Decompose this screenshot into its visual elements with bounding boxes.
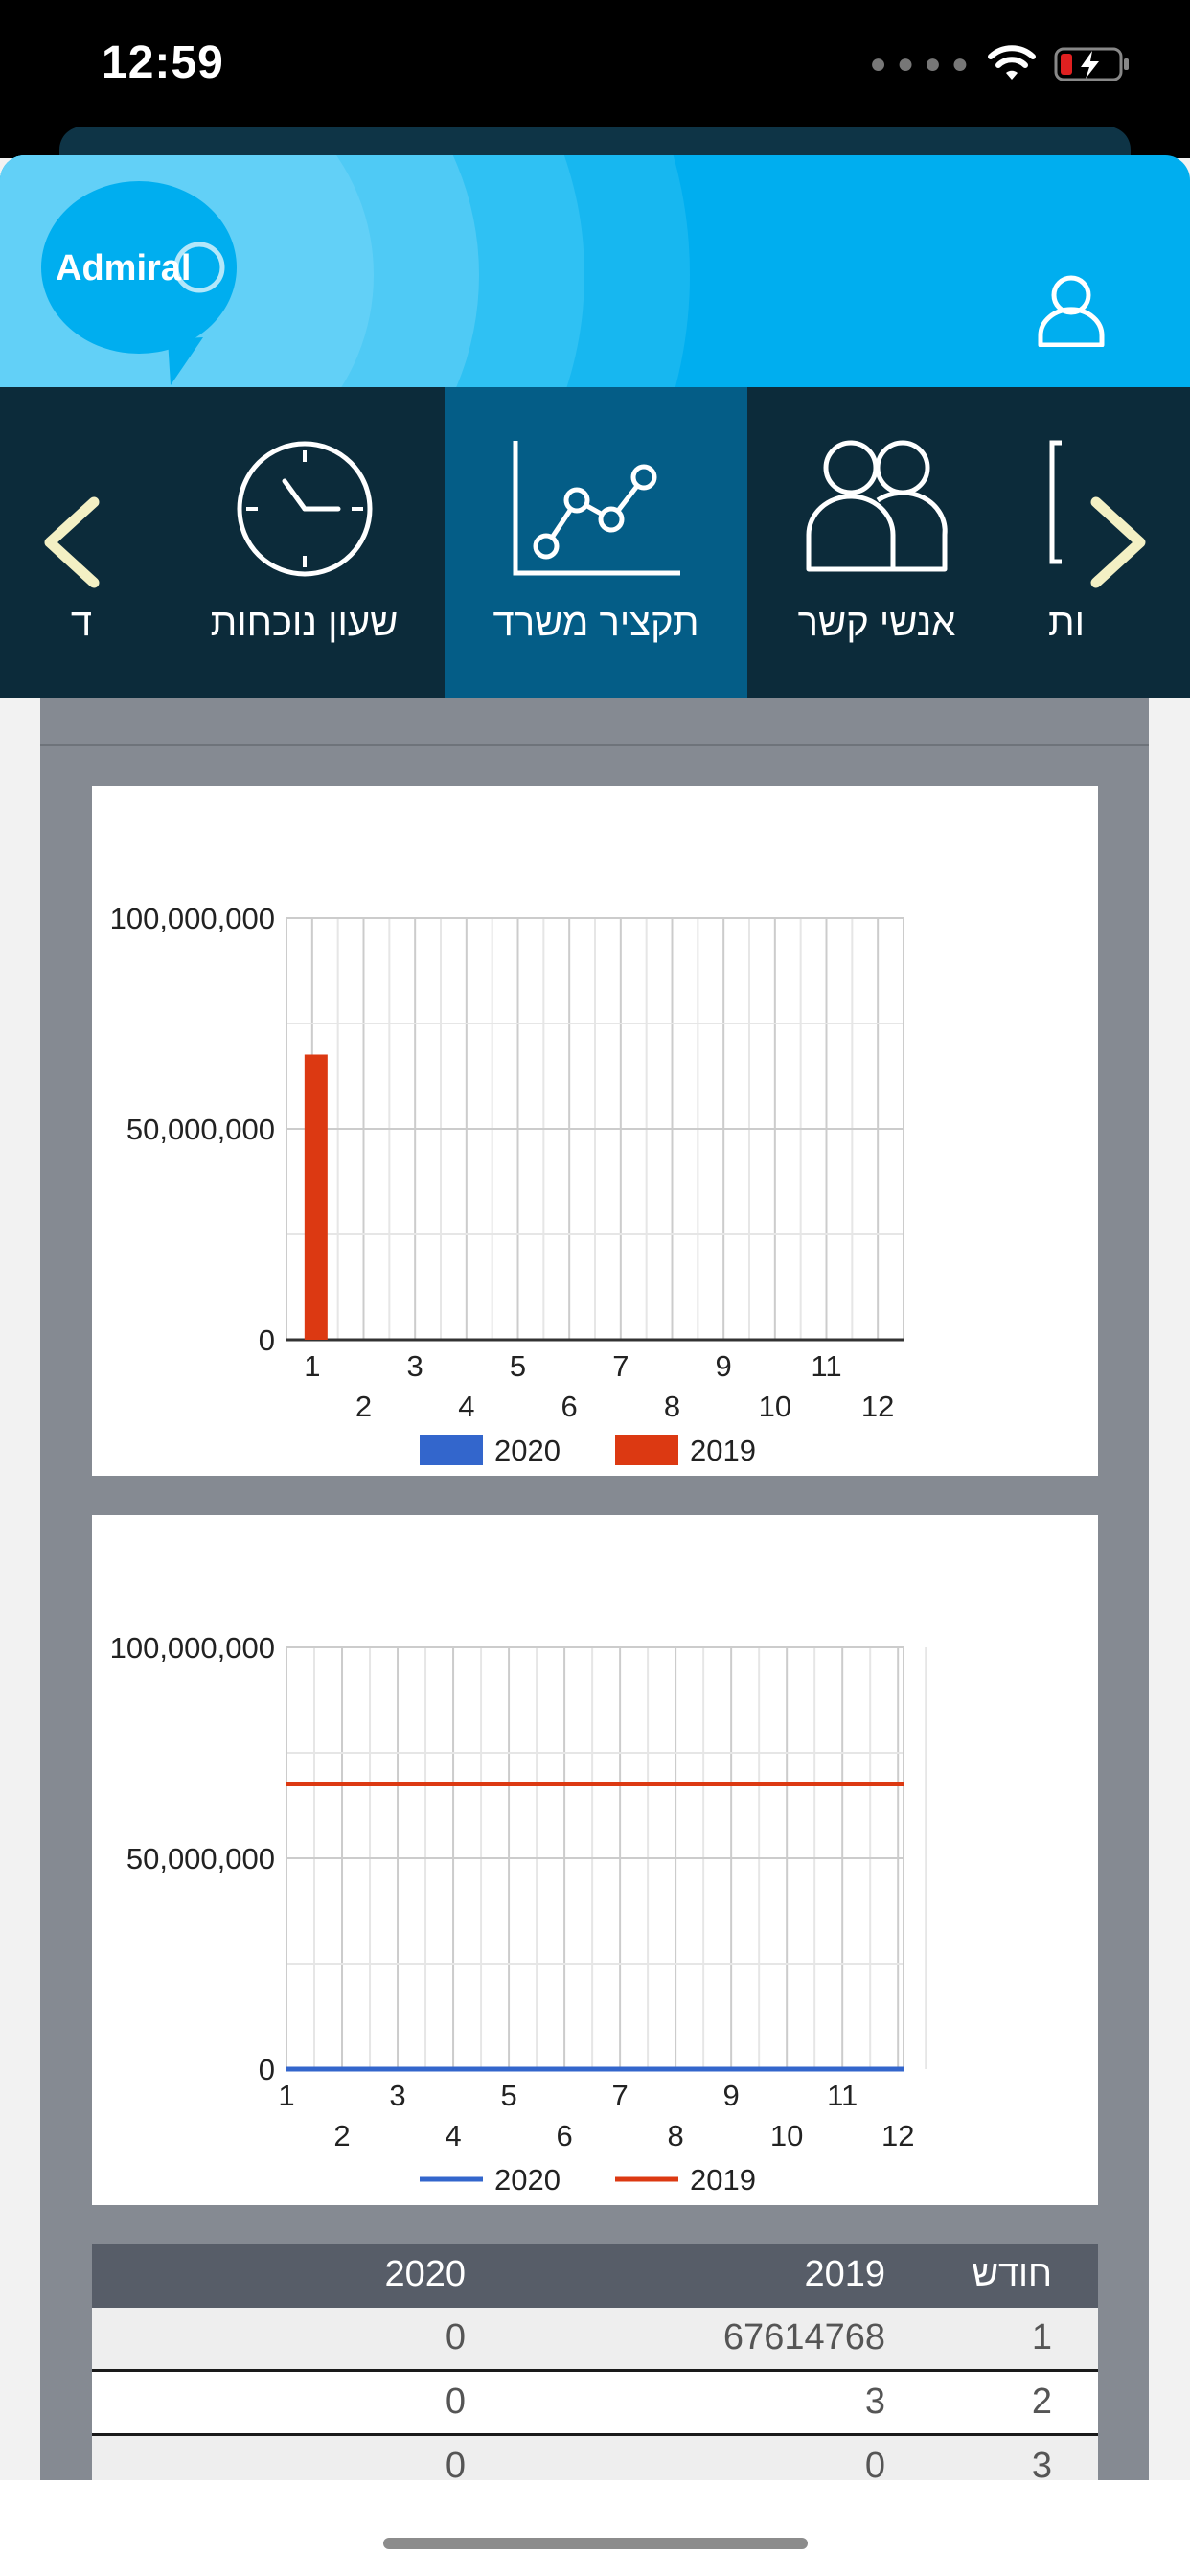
home-indicator[interactable] [383,2538,808,2549]
logo-text: Admiral [56,248,191,288]
divider [40,744,1149,746]
x-tick-label: 12 [881,2119,914,2152]
x-tick-label: 4 [445,2119,461,2152]
x-tick-label: 9 [716,1349,732,1383]
line-chart-card: 100,000,000 50,000,000 0 1 2 3 4 5 6 7 8 9 10 11 12 202… [92,1515,1098,2205]
chevron-left-icon[interactable] [38,494,102,590]
user-icon[interactable] [1037,274,1106,347]
legend-swatch [420,1435,483,1465]
x-tick-label: 11 [827,2079,858,2112]
x-tick-label: 3 [407,1349,423,1383]
cell-month: 1 [1031,2317,1052,2358]
status-time: 12:59 [102,37,224,88]
x-tick-label: 11 [811,1349,841,1383]
main-nav: ד שעון נוכחות תקציר משרד [0,387,1190,698]
legend-label: 2019 [690,1434,756,1467]
y-tick-label: 100,000,000 [110,1631,275,1665]
cell-month: 3 [1031,2446,1052,2486]
contacts-icon [806,440,948,572]
nav-item-partial-right[interactable]: ות [1025,387,1190,698]
x-tick-label: 12 [861,1390,894,1423]
x-tick-label: 3 [389,2079,405,2112]
cell-2019: 3 [864,2381,885,2422]
x-tick-label: 6 [556,2119,572,2152]
nav-item-office-summary[interactable]: תקציר משרד [445,387,747,698]
line-chart-icon [513,441,680,576]
y-tick-label: 50,000,000 [126,1113,275,1146]
x-tick-label: 4 [458,1390,474,1423]
x-tick-label: 10 [770,2119,803,2152]
legend-label: 2019 [690,2163,756,2196]
cell-2020: 0 [445,2381,466,2422]
header-month: חודש [972,2254,1052,2294]
app-header: Admiral [0,155,1190,387]
x-tick-label: 1 [278,2079,294,2112]
y-tick-label: 50,000,000 [126,1842,275,1875]
signal-dots-icon: ● ● ● ● [869,48,970,80]
x-tick-label: 9 [723,2079,740,2112]
nav-item-label: ד [70,602,93,644]
partial-icon [1049,440,1062,564]
x-tick-label: 7 [612,1349,629,1383]
bar-chart: 100,000,00050,000,0000123456789101112202… [110,902,904,1467]
bottom-bar [0,2480,1190,2576]
legend-swatch [615,1435,678,1465]
battery-charging-icon [1054,47,1129,81]
nav-item-partial-left[interactable]: ד [0,387,134,698]
bar [304,1054,328,1340]
x-tick-label: 7 [611,2079,628,2112]
x-tick-label: 5 [500,2079,516,2112]
cell-2019: 0 [864,2446,885,2486]
nav-item-label: אנשי קשר [797,602,956,644]
chevron-right-icon[interactable] [1088,494,1152,590]
clock-icon [237,441,372,577]
x-tick-label: 8 [668,2119,684,2152]
nav-item-label: ות [1047,602,1085,644]
nav-item-contacts[interactable]: אנשי קשר [751,387,1002,698]
line-chart: 100,000,00050,000,0000123456789101112202… [110,1631,927,2196]
x-tick-label: 10 [759,1390,791,1423]
cell-2019: 67614768 [722,2317,885,2358]
cell-2020: 0 [445,2317,466,2358]
summary-table: חודש 2019 2020 1 67614768 0 2 3 0 3 0 0 [92,2244,1098,2500]
x-tick-label: 5 [510,1349,526,1383]
status-icons: ● ● ● ● [870,40,1132,88]
nav-item-label: תקציר משרד [492,602,699,644]
legend-label: 2020 [494,2163,561,2196]
x-tick-label: 1 [304,1349,320,1383]
wifi-icon [988,45,1036,80]
table-row: 1 67614768 0 [92,2308,1098,2372]
table-row: 2 3 0 [92,2372,1098,2436]
legend-label: 2020 [494,1434,561,1467]
cell-2020: 0 [445,2446,466,2486]
y-tick-label: 0 [259,1323,275,1357]
nav-item-attendance-clock[interactable]: שעון נוכחות [168,387,441,698]
header-2020: 2020 [384,2254,466,2294]
bar-chart-card: 100,000,000 50,000,000 0 1 2 3 4 5 6 7 8 9 10 11 12 202… [92,786,1098,1476]
cell-month: 2 [1031,2381,1052,2422]
header-2019: 2019 [804,2254,885,2294]
x-tick-label: 2 [333,2119,350,2152]
y-tick-label: 100,000,000 [110,902,275,935]
x-tick-label: 2 [355,1390,372,1423]
x-tick-label: 6 [561,1390,578,1423]
admiral-logo: Admiral [41,181,237,385]
x-tick-label: 8 [664,1390,680,1423]
y-tick-label: 0 [259,2053,275,2086]
table-header-row: חודש 2019 2020 [92,2244,1098,2308]
nav-item-label: שעון נוכחות [210,602,399,644]
